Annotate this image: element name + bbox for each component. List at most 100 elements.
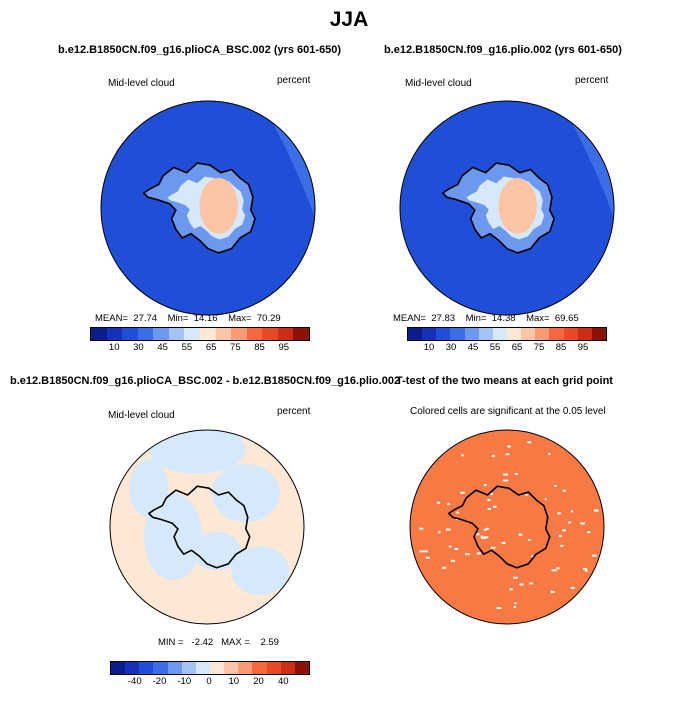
diff-negative-area [143,493,203,581]
colorbar-tick-label: 85 [254,342,265,353]
colorbar-swatch [106,328,123,340]
panel2-units-label: percent [575,75,609,86]
colorbar-tick-label: 95 [577,342,589,353]
nonsignificant-cell [480,535,483,538]
colorbar-swatch [139,662,154,674]
colorbar-tick-label: 85 [555,342,567,353]
antarctica-coastline [148,485,251,569]
nonsignificant-cell [593,509,599,512]
panel2-min-label: Min= [465,313,487,324]
nonsignificant-cell [447,503,450,506]
colorbar-tick-label: 65 [511,342,523,353]
colorbar-swatch [277,328,294,340]
map-boundary [109,429,305,625]
nonsignificant-cell [425,556,430,559]
colorbar-tick-label: 55 [181,342,193,353]
colorbar-tick-label: 10 [228,676,240,687]
nonsignificant-cell [529,582,533,585]
colorbar-tick-label: 30 [133,342,144,353]
colorbar-tick-label: 65 [205,342,217,353]
nonsignificant-cell [591,554,597,557]
nonsignificant-cell [419,527,424,530]
antarctica-coastline [142,162,256,254]
panel2-title: b.e12.B1850CN.f09_g16.plio.002 (yrs 601-… [384,44,622,56]
colorbar-swatch [577,328,592,340]
nonsignificant-cell [558,534,562,537]
panel1-mean-label: MEAN= [95,313,128,324]
panel1-min-value: 14.16 [193,313,218,324]
nonsignificant-cell [505,453,510,456]
colorbar-tick-label: 30 [445,342,457,353]
main-title: JJA [329,8,369,31]
panel2-colorbar [407,327,607,341]
nonsignificant-cell [501,541,506,544]
nonsignificant-cell [554,484,557,487]
colorbar-swatch [122,328,138,340]
nonsignificant-cell [424,550,428,553]
nonsignificant-cell [551,569,557,572]
colorbar-tick-label: -20 [152,676,167,687]
panel2-variable-label: Mid-level cloud [405,78,472,89]
nonsignificant-cell [436,501,441,504]
panel4-title: T-test of the two means at each grid poi… [396,375,613,387]
colorbar-swatch [209,662,225,674]
diff-negative-area [148,430,246,474]
colorbar-swatch [153,662,168,674]
panel2-mean-label: MEAN= [393,313,426,324]
nonsignificant-cell [570,586,575,589]
colorbar-swatch [195,662,210,674]
nonsignificant-cell [519,583,524,586]
nonsignificant-cell [483,536,489,539]
colorbar-swatch [506,328,522,340]
nonsignificant-cell [518,533,523,536]
nonsignificant-cell [442,566,447,569]
nonsignificant-cell [557,512,561,515]
colorbar-swatch [422,328,437,340]
nonsignificant-cell [509,588,513,591]
colorbar-swatch [125,662,140,674]
panel1-variable-label: Mid-level cloud [108,78,175,89]
colorbar-swatch [137,328,154,340]
colorbar-tick-label: 95 [278,342,290,353]
nonsignificant-cell [492,505,497,508]
map-boundary [399,100,615,316]
significance-field [410,430,604,624]
panel2-stats: MEAN= 27.83 Min= 14.38 Max= 69.65 [393,313,579,324]
nonsignificant-cell [454,547,459,550]
colorbar-swatch [293,328,309,340]
nonsignificant-cell [496,607,502,610]
panel1-stats: MEAN= 27.74 Min= 14.16 Max= 70.29 [95,313,281,324]
colorbar-swatch [167,662,182,674]
nonsignificant-cell [583,567,587,570]
diff-negative-area [211,463,280,523]
antarctica-coastline [448,485,551,569]
colorbar-swatch [168,328,185,340]
colorbar-swatch [521,328,536,340]
colorbar-swatch [591,328,606,340]
nonsignificant-cell [448,545,452,548]
cloud-field-high [199,178,238,234]
panel3-variable-label: Mid-level cloud [108,410,175,421]
nonsignificant-cell [456,511,459,514]
panel2-max-value: 69.65 [554,313,579,324]
panel2-mean-value: 27.83 [431,313,456,324]
colorbar-swatch [111,662,126,674]
colorbar-swatch [91,328,107,340]
cloud-field-high [498,178,537,234]
colorbar-tick-label: 20 [253,676,264,687]
nonsignificant-cell [490,493,493,496]
nonsignificant-cell [461,454,464,457]
colorbar-swatch [408,328,423,340]
nonsignificant-cell [485,527,489,530]
colorbar-swatch [153,328,169,340]
colorbar-swatch [231,328,247,340]
panel1-title: b.e12.B1850CN.f09_g16.plioCA_BSC.002 (yr… [58,44,342,56]
nonsignificant-cell [438,531,441,534]
nonsignificant-cell [487,499,491,502]
nonsignificant-cell [491,454,495,457]
nonsignificant-cell [507,445,511,448]
nonsignificant-cell [483,528,487,531]
colorbar-swatch [294,662,309,674]
nonsignificant-cell [483,483,487,486]
panel2-max-label: Max= [526,313,550,324]
